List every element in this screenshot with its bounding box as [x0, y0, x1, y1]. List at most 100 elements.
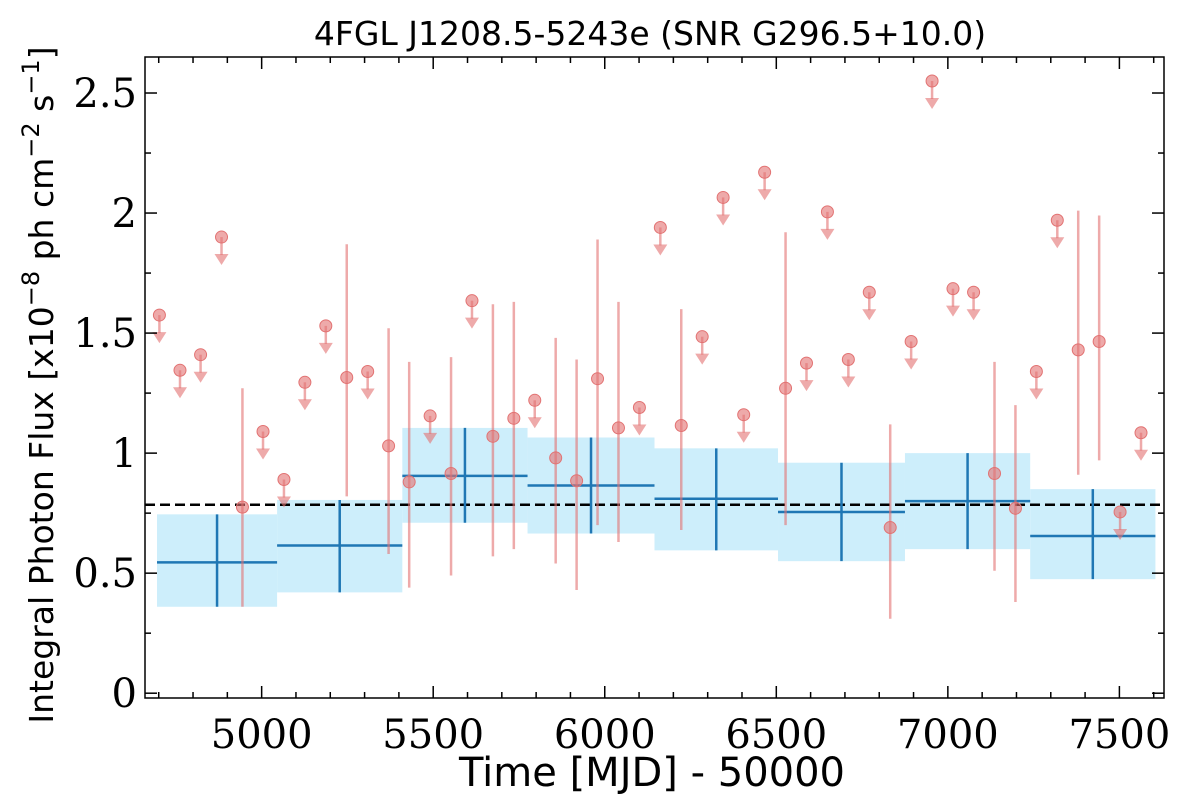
- y-axis-label-end: ]: [22, 46, 61, 59]
- y-tick-label-4: 2: [112, 191, 137, 237]
- fine-point-38: [946, 282, 960, 296]
- y-tick-label-0: 0: [112, 671, 137, 717]
- fine-point-16: [486, 429, 500, 443]
- fine-point-41: [1008, 501, 1022, 515]
- y-axis-label-exp3: −1: [17, 59, 45, 94]
- upper-limit-arrowhead-38: [945, 305, 960, 317]
- upper-limit-arrowhead-13: [423, 432, 438, 444]
- upper-limit-arrowhead-26: [695, 353, 710, 365]
- y-axis: 0 0.5 1 1.5 2 2.5: [73, 71, 1164, 717]
- upper-limit-arrowhead-33: [841, 376, 856, 388]
- y-tick-label-5: 2.5: [73, 71, 137, 117]
- upper-limit-arrowhead-31: [799, 380, 814, 392]
- fine-point-9: [340, 371, 354, 384]
- fine-point-2: [194, 348, 208, 362]
- y-axis-label-mid: ph cm: [22, 158, 61, 271]
- upper-limit-arrowhead-39: [966, 309, 981, 321]
- fine-point-5: [256, 425, 270, 439]
- chart-title: 4FGL J1208.5-5243e (SNR G296.5+10.0): [314, 14, 986, 53]
- upper-limit-arrowhead-23: [632, 424, 647, 436]
- y-tick-label-1: 0.5: [73, 551, 137, 597]
- upper-limit-arrowhead-28: [736, 431, 751, 443]
- fine-point-25: [674, 419, 688, 433]
- y-tick-label-3: 1.5: [73, 311, 137, 357]
- upper-limit-arrowhead-46: [1113, 528, 1128, 540]
- upper-limit-arrowhead-7: [297, 399, 312, 411]
- y-axis-label-main: Integral Photon Flux [x10: [22, 306, 61, 723]
- upper-limit-arrowhead-37: [925, 98, 940, 110]
- plot-area: [145, 74, 1164, 619]
- fine-point-11: [382, 439, 396, 453]
- fine-point-21: [591, 372, 605, 386]
- fine-point-18: [528, 393, 542, 407]
- y-axis-label-exp2: −2: [17, 122, 45, 157]
- fine-point-3: [215, 230, 229, 244]
- fine-point-30: [779, 381, 793, 395]
- upper-limit-arrowhead-24: [653, 244, 668, 256]
- fine-point-22: [611, 421, 625, 435]
- fine-point-45: [1092, 334, 1106, 348]
- fine-point-37: [925, 74, 939, 88]
- fine-point-33: [841, 352, 855, 366]
- fine-point-28: [737, 408, 751, 422]
- upper-limit-arrowhead-43: [1050, 237, 1065, 249]
- x-tick-label-0: 5000: [211, 712, 313, 758]
- fine-point-8: [319, 319, 333, 333]
- fine-point-0: [152, 308, 166, 322]
- upper-limit-arrowhead-1: [172, 387, 187, 399]
- upper-limit-arrowhead-8: [318, 342, 333, 354]
- x-axis-label: Time [MJD] - 50000: [458, 750, 845, 796]
- fine-point-12: [402, 475, 416, 489]
- upper-limit-arrowhead-47: [1134, 449, 1149, 461]
- x-tick-label-2: 6000: [554, 712, 656, 758]
- fine-point-36: [904, 334, 918, 348]
- upper-limit-arrowhead-42: [1029, 388, 1044, 400]
- fine-point-15: [465, 294, 479, 308]
- fine-point-35: [883, 521, 897, 535]
- fine-point-6: [277, 473, 291, 487]
- fine-point-19: [549, 451, 563, 465]
- upper-limit-arrowhead-34: [862, 309, 877, 321]
- fine-point-32: [820, 205, 834, 219]
- fine-point-23: [632, 401, 646, 415]
- x-tick-label-4: 7000: [897, 712, 999, 758]
- fine-point-40: [988, 467, 1002, 481]
- plot-frame: [144, 56, 1165, 699]
- fine-point-44: [1071, 343, 1085, 357]
- upper-limit-arrowhead-15: [464, 317, 479, 329]
- fine-point-13: [423, 409, 437, 423]
- y-axis-label-exp1: −8: [17, 271, 45, 306]
- fine-point-14: [444, 467, 458, 481]
- fine-point-10: [361, 364, 375, 378]
- x-tick-label-1: 5500: [382, 712, 484, 758]
- upper-limit-arrowhead-27: [716, 214, 731, 226]
- fine-point-39: [967, 285, 981, 299]
- upper-limit-arrowhead-6: [276, 496, 291, 508]
- x-axis: 5000 5500 6000 6500 7000 7500: [157, 57, 1170, 758]
- y-axis-label: Integral Photon Flux [x10−8 ph cm−2 s−1]: [17, 46, 61, 723]
- upper-limit-arrowhead-36: [904, 358, 919, 370]
- fine-point-47: [1134, 426, 1148, 440]
- upper-limit-arrowhead-29: [757, 189, 772, 201]
- fine-point-34: [862, 285, 876, 299]
- y-axis-label-mid2: s: [22, 95, 61, 123]
- fine-point-46: [1113, 505, 1127, 519]
- upper-limit-arrowhead-2: [193, 371, 208, 383]
- upper-limit-arrowhead-32: [820, 228, 835, 240]
- upper-limit-arrowhead-0: [152, 332, 167, 344]
- fine-point-20: [570, 474, 584, 488]
- upper-limit-arrowhead-10: [360, 388, 375, 400]
- y-tick-label-2: 1: [112, 431, 137, 477]
- upper-limit-arrowhead-5: [256, 448, 271, 460]
- fine-point-27: [716, 190, 730, 204]
- upper-limit-arrowhead-18: [527, 417, 542, 429]
- fine-point-7: [298, 375, 312, 389]
- fine-point-26: [695, 330, 709, 344]
- fine-point-31: [799, 356, 813, 370]
- upper-limit-arrowhead-3: [214, 254, 229, 266]
- fine-point-42: [1029, 364, 1043, 378]
- fine-point-1: [173, 363, 187, 377]
- x-tick-label-5: 7500: [1068, 712, 1170, 758]
- fine-point-17: [507, 411, 521, 425]
